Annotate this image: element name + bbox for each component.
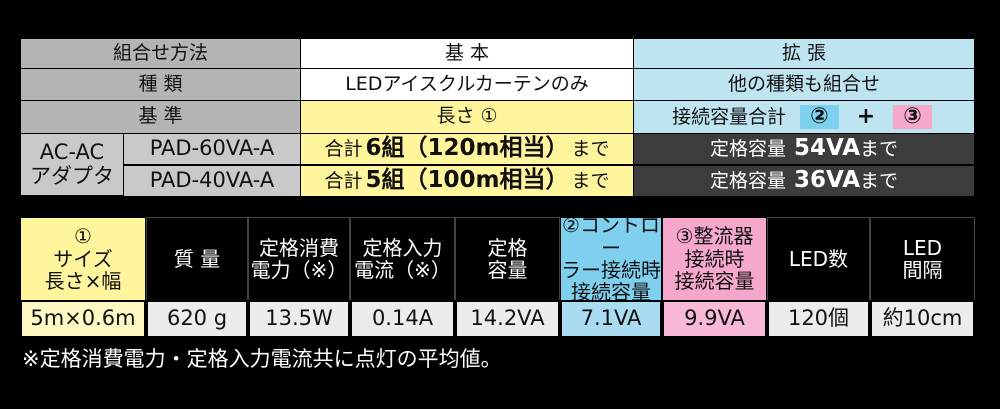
model-name: PAD-60VA-A — [123, 133, 301, 165]
model-basic: 合計 5組（100m相当） まで — [300, 164, 634, 197]
spec-value: 5m×0.6m — [20, 300, 146, 338]
spec-header-line: サイズ — [53, 246, 113, 271]
model-ext-part: 定格容量 — [709, 138, 786, 161]
spec-header: ③整流器 接続時 接続容量 — [662, 217, 767, 301]
spec-value: 14.2VA — [455, 300, 560, 338]
spec-header: LED数 — [767, 217, 870, 301]
model-basic-part: 合計 — [324, 169, 363, 192]
basic-header: 基 本 — [300, 38, 634, 69]
spec-value: 13.5W — [248, 300, 350, 338]
spec-header-line: 接続時 — [684, 246, 745, 271]
type-basic: LEDアイスクルカーテンのみ — [300, 68, 634, 101]
adapter-label: AC-AC アダプタ — [20, 133, 124, 196]
model-basic-part: 5組（100m相当） — [365, 166, 569, 193]
model-ext-part: 54VA — [793, 135, 861, 162]
spec-header-line: ③整流器 — [675, 224, 754, 249]
model-basic-part: まで — [571, 169, 610, 192]
spec-value: 9.9VA — [662, 300, 767, 338]
model-ext-part: 定格容量 — [709, 169, 786, 192]
ext-header: 拡 張 — [633, 38, 975, 69]
spec-header-line: ラー接続時 — [561, 258, 661, 282]
model-basic: 合計 6組（120m相当） まで — [300, 133, 634, 165]
model-ext-row: 定格容量 54VA まで — [709, 135, 899, 162]
spec-header-line: 定格消費 — [259, 235, 339, 260]
spec-header: LED 間隔 — [870, 217, 975, 301]
method-header: 組合せ方法 — [20, 38, 301, 69]
plus: + — [856, 103, 876, 129]
model-basic-part: まで — [571, 138, 610, 161]
type-label: 種 類 — [20, 68, 301, 101]
spec-header-line: 接続容量 — [571, 280, 651, 305]
model-ext-part: まで — [860, 169, 899, 192]
spec-header-line: 電流（※） — [354, 258, 451, 282]
spec-header-line: 容量 — [487, 258, 528, 282]
spec-header: 定格消費 電力（※） — [248, 217, 350, 301]
model-ext-row: 定格容量 36VA まで — [709, 166, 899, 194]
model-basic-row: 合計 5組（100m相当） まで — [324, 166, 610, 194]
model-ext-part: 36VA — [793, 166, 861, 193]
spec-header-line: LED — [902, 235, 943, 260]
model-ext: 定格容量 54VA まで — [633, 133, 975, 165]
std-ext-row: 接続容量合計 ② + ③ — [672, 103, 936, 130]
spec-header-line: ②コントロー — [562, 213, 660, 260]
spec-header-line: 長さ×幅 — [44, 269, 122, 294]
spec-value: 0.14A — [350, 300, 455, 338]
spec-header-line: 定格 — [487, 235, 528, 260]
std-ext-text: 接続容量合計 — [672, 105, 787, 128]
circle-2: ② — [800, 104, 839, 130]
spec-value: 約10cm — [870, 300, 975, 338]
model-name: PAD-40VA-A — [123, 164, 301, 197]
spec-value: 620 g — [146, 300, 248, 338]
std-label: 基 準 — [20, 100, 301, 134]
std-ext: 接続容量合計 ② + ③ — [633, 100, 975, 134]
model-basic-row: 合計 6組（120m相当） まで — [324, 135, 610, 162]
spec-value: 7.1VA — [560, 300, 662, 338]
spec-value: 120個 — [767, 300, 870, 338]
spec-header-line: 接続容量 — [674, 269, 755, 294]
spec-header-line: LED数 — [788, 246, 849, 271]
adapter-line: AC-AC — [39, 139, 105, 164]
spec-header: ① サイズ 長さ×幅 — [20, 217, 146, 301]
spec-header: 定格入力 電流（※） — [350, 217, 455, 301]
circle-3: ③ — [893, 104, 932, 130]
std-basic: 長さ ① — [300, 100, 634, 134]
adapter-line: アダプタ — [30, 163, 114, 188]
model-ext: 定格容量 36VA まで — [633, 164, 975, 197]
model-basic-part: 合計 — [324, 138, 363, 161]
spec-header-line: ① — [74, 224, 92, 249]
model-basic-part: 6組（120m相当） — [365, 135, 569, 162]
spec-header: 定格 容量 — [455, 217, 560, 301]
spec-header-line: 定格入力 — [362, 235, 443, 260]
spec-header: ②コントロー ラー接続時 接続容量 — [560, 213, 662, 305]
spec-header-line: 間隔 — [902, 258, 943, 282]
footnote: ※定格消費電力・定格入力電流共に点灯の平均値。 — [22, 347, 502, 371]
spec-header-line: 質 量 — [173, 246, 221, 271]
spec-header: 質 量 — [146, 217, 248, 301]
spec-header-line: 電力（※） — [250, 258, 348, 282]
type-ext: 他の種類も組合せ — [633, 68, 975, 101]
model-ext-part: まで — [860, 138, 899, 161]
